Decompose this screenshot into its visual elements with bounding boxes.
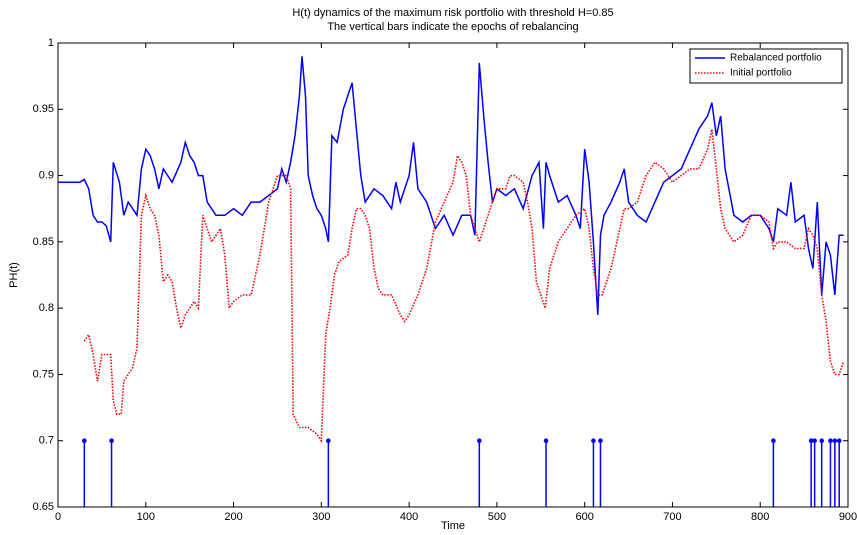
rebalance-marker [598,438,603,444]
x-tick-label: 100 [137,511,155,523]
x-tick-label: 300 [312,511,330,523]
chart-title: H(t) dynamics of the maximum risk portfo… [292,7,613,19]
rebalance-marker [812,438,817,444]
y-axis-label: PH(t) [8,262,20,288]
x-tick-label: 700 [663,511,681,523]
chart-subtitle: The vertical bars indicate the epochs of… [327,21,578,33]
rebalance-marker [326,438,331,444]
x-tick-label: 400 [400,511,418,523]
y-tick-label: 0.7 [39,435,54,447]
rebalance-marker [591,438,596,444]
x-tick-label: 500 [488,511,506,523]
x-tick-label: 800 [751,511,769,523]
legend-label: Initial portfolio [730,68,792,79]
legend-box [689,48,843,84]
rebalance-marker [477,438,482,444]
plot-frame [57,42,849,508]
rebalance-marker [109,438,114,444]
rebalance-marker [771,438,776,444]
y-tick-label: 0.9 [39,169,54,181]
rebalance-marker [836,438,842,444]
y-tick-label: 0.75 [33,368,54,380]
y-tick-label: 0.85 [33,236,54,248]
legend-label: Rebalanced portfolio [730,53,822,64]
x-axis-label: Time [441,520,465,532]
y-tick-label: 0.8 [39,302,54,314]
x-tick-label: 0 [55,511,61,523]
series-line [83,129,845,444]
rebalance-marker [832,438,838,444]
rebalance-marker [82,438,87,444]
rebalance-marker [543,438,549,444]
rebalance-marker [819,438,824,444]
y-tick-label: 1 [48,37,54,49]
series-line [58,56,844,315]
y-tick-label: 0.65 [33,501,54,513]
x-tick-label: 900 [839,511,857,523]
rebalance-marker [828,438,833,444]
x-tick-label: 600 [575,511,593,523]
y-tick-label: 0.95 [33,103,54,115]
x-tick-label: 200 [224,511,242,523]
